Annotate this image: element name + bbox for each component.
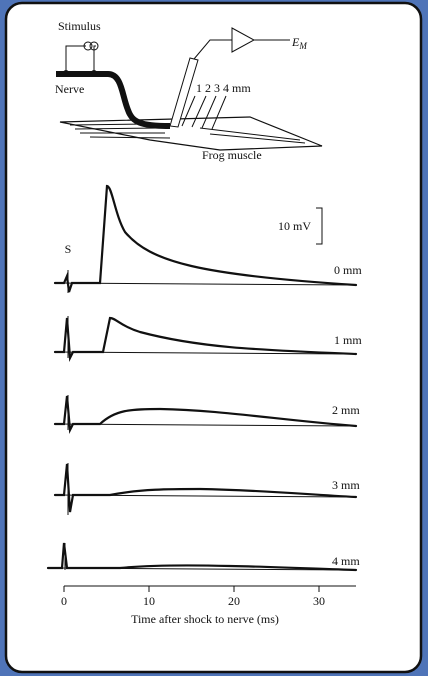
x-tick-label: 30 xyxy=(313,594,325,608)
nerve xyxy=(56,71,171,129)
trace xyxy=(53,316,358,363)
trace-label: 3 mm xyxy=(332,478,360,492)
frame xyxy=(4,1,423,674)
output-subscript: M xyxy=(298,41,307,51)
trace xyxy=(53,184,358,293)
x-axis-label: Time after shock to nerve (ms) xyxy=(131,612,279,626)
muscle-label: Frog muscle xyxy=(202,148,262,162)
scale-bar-label: 10 mV xyxy=(278,219,311,233)
x-tick-label: 20 xyxy=(228,594,240,608)
position-marks xyxy=(181,95,227,130)
microelectrode xyxy=(169,57,199,128)
stimulus-label: Stimulus xyxy=(58,19,101,33)
trace-label: 4 mm xyxy=(332,554,360,568)
apparatus: Stimulus Nerve 1 2 3 4 mm EM Frog muscle xyxy=(55,19,323,162)
nerve-label: Nerve xyxy=(55,82,84,96)
output-label: EM xyxy=(291,35,307,51)
stim-symbol xyxy=(89,41,99,51)
stimulus-marker: S xyxy=(65,242,72,256)
amplifier xyxy=(231,27,256,53)
x-tick-label: 10 xyxy=(143,594,155,608)
scale-bar xyxy=(316,207,323,245)
positions-label: 1 2 3 4 mm xyxy=(196,81,251,95)
x-tick-label: 0 xyxy=(61,594,67,608)
electrode-wire xyxy=(193,39,232,60)
trace-label: 2 mm xyxy=(332,403,360,417)
trace-label: 1 mm xyxy=(334,333,362,347)
stim-wires xyxy=(65,45,96,73)
trace xyxy=(53,463,358,513)
muscle-fibres xyxy=(69,123,306,144)
trace-label: 0 mm xyxy=(334,263,362,277)
output-symbol: E xyxy=(291,35,300,49)
recordings: S 10 mV 0 mm 1 mm 2 mm 3 mm 4 mm Time af… xyxy=(46,184,362,626)
trace xyxy=(53,395,358,434)
trace xyxy=(46,542,358,572)
stim-symbol xyxy=(83,41,93,51)
muscle xyxy=(59,116,323,151)
